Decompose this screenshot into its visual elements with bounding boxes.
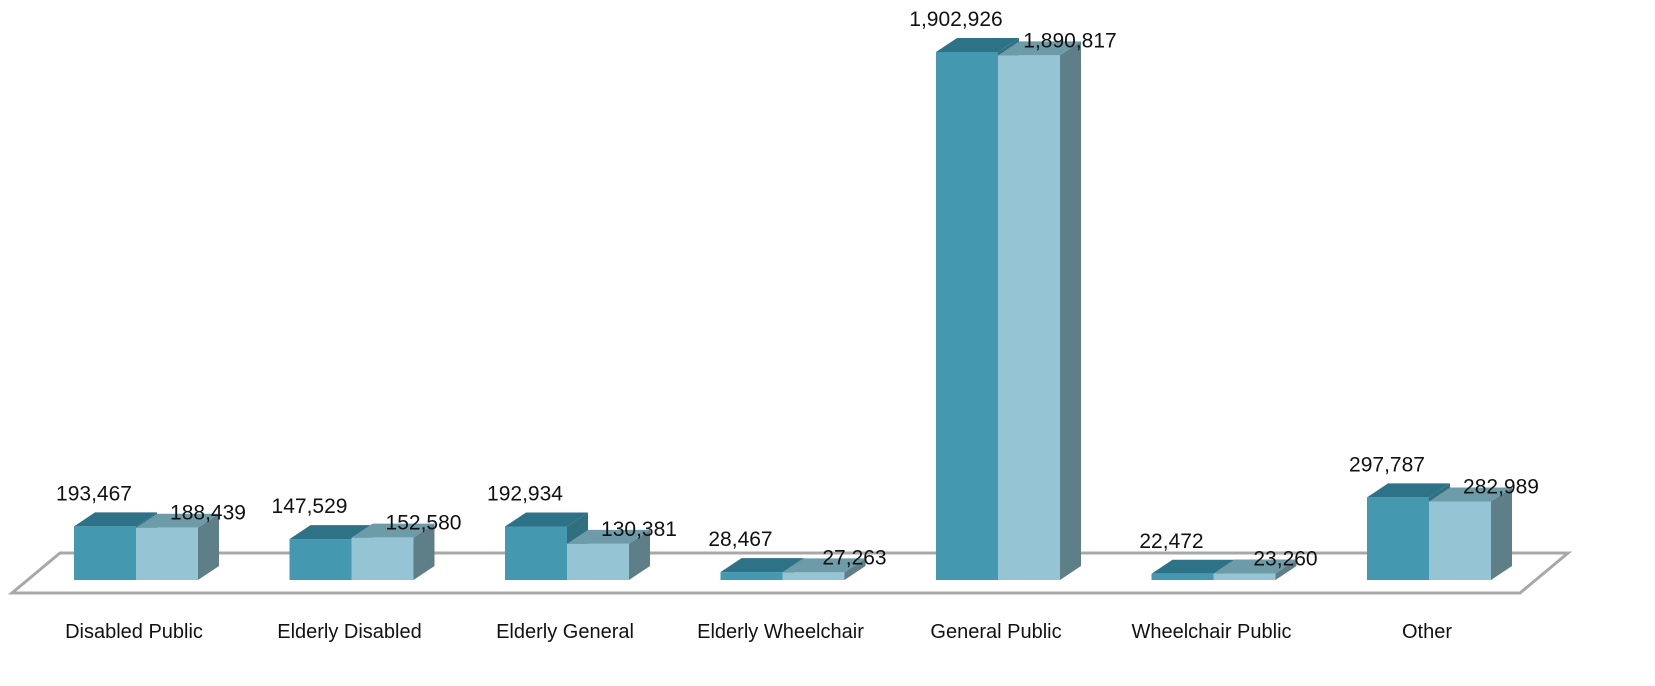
bar-other-series-2 [1429, 487, 1512, 580]
bar-top-disabled-public-series-2 [136, 513, 219, 528]
data-label-elderly-wheelchair-series-1: 28,467 [708, 528, 772, 551]
data-label-general-public-series-2: 1,890,817 [1023, 29, 1116, 52]
bar-top-wheelchair-public-series-1 [1151, 559, 1235, 574]
bar-elderly-wheelchair-series-2 [782, 558, 866, 580]
bars-layer [74, 38, 1512, 580]
bar-general-public-series-2 [998, 41, 1081, 580]
bar-front-elderly-wheelchair-series-2 [782, 572, 845, 580]
bar-front-elderly-general-series-2 [567, 543, 629, 580]
data-label-elderly-general-series-2: 130,381 [601, 518, 677, 541]
bar-top-elderly-disabled-series-2 [351, 523, 435, 538]
bar-front-general-public-series-2 [998, 55, 1060, 580]
bar-top-general-public-series-2 [998, 41, 1081, 56]
bar-side-elderly-disabled-series-2 [413, 523, 435, 580]
data-label-elderly-disabled-series-1: 147,529 [272, 495, 348, 518]
bar-elderly-general-series-1 [505, 512, 588, 580]
bar-side-wheelchair-public-series-2 [1275, 559, 1297, 580]
data-labels-layer: 193,467 188,439 147,529 152,580 192,934 130,3… [56, 8, 1539, 571]
bar-top-elderly-disabled-series-1 [289, 525, 373, 540]
bar-front-elderly-disabled-series-1 [289, 539, 352, 580]
bar-top-other-series-1 [1367, 483, 1450, 498]
data-label-elderly-disabled-series-2: 152,580 [386, 512, 462, 535]
data-label-disabled-public-series-1: 193,467 [56, 482, 132, 505]
category-labels-layer: Disabled Public Elderly Disabled Elderly G… [65, 621, 1452, 643]
bar-side-elderly-wheelchair-series-2 [844, 558, 866, 580]
bar-front-general-public-series-1 [936, 52, 998, 580]
bar-top-elderly-general-series-1 [505, 512, 588, 527]
bar-top-elderly-general-series-2 [567, 529, 650, 544]
bar-front-other-series-2 [1429, 501, 1491, 580]
bar-front-elderly-disabled-series-2 [351, 537, 414, 580]
data-label-elderly-wheelchair-series-2: 27,263 [822, 546, 886, 569]
bar-front-disabled-public-series-2 [136, 527, 198, 580]
category-label-elderly-wheelchair: Elderly Wheelchair [697, 621, 864, 643]
bar-front-wheelchair-public-series-1 [1151, 573, 1214, 580]
data-label-general-public-series-1: 1,902,926 [909, 8, 1002, 31]
data-label-wheelchair-public-series-1: 22,472 [1139, 530, 1203, 553]
category-label-general-public: General Public [930, 621, 1061, 643]
data-label-other-series-1: 297,787 [1349, 453, 1425, 476]
bar-front-elderly-general-series-1 [505, 526, 567, 580]
data-label-wheelchair-public-series-2: 23,260 [1253, 548, 1317, 571]
data-label-other-series-2: 282,989 [1463, 475, 1539, 498]
category-label-other: Other [1402, 621, 1452, 643]
bar-top-other-series-2 [1429, 487, 1512, 502]
category-label-wheelchair-public: Wheelchair Public [1131, 621, 1291, 643]
category-label-elderly-disabled: Elderly Disabled [277, 621, 422, 643]
data-label-elderly-general-series-1: 192,934 [487, 482, 563, 505]
bar-front-other-series-1 [1367, 497, 1429, 580]
bar-side-other-series-2 [1491, 487, 1512, 580]
bar-side-general-public-series-2 [1060, 41, 1081, 580]
bar-side-disabled-public-series-2 [198, 513, 219, 580]
bar-front-wheelchair-public-series-2 [1213, 573, 1276, 580]
bar-side-elderly-general-series-2 [629, 529, 650, 580]
category-label-disabled-public: Disabled Public [65, 621, 203, 643]
bar-top-wheelchair-public-series-2 [1213, 559, 1297, 574]
bar-elderly-disabled-series-2 [351, 523, 435, 580]
bar-top-elderly-wheelchair-series-1 [720, 558, 804, 573]
bar-top-general-public-series-1 [936, 38, 1019, 52]
data-label-disabled-public-series-2: 188,439 [170, 502, 246, 525]
bar-wheelchair-public-series-2 [1213, 559, 1297, 580]
bar-front-elderly-wheelchair-series-1 [720, 572, 783, 580]
bar-elderly-general-series-2 [567, 529, 650, 580]
category-label-elderly-general: Elderly General [496, 621, 634, 643]
bar-front-disabled-public-series-1 [74, 526, 136, 580]
bar-top-elderly-wheelchair-series-2 [782, 558, 866, 573]
bar-top-disabled-public-series-1 [74, 512, 157, 527]
bar-disabled-public-series-2 [136, 513, 219, 580]
